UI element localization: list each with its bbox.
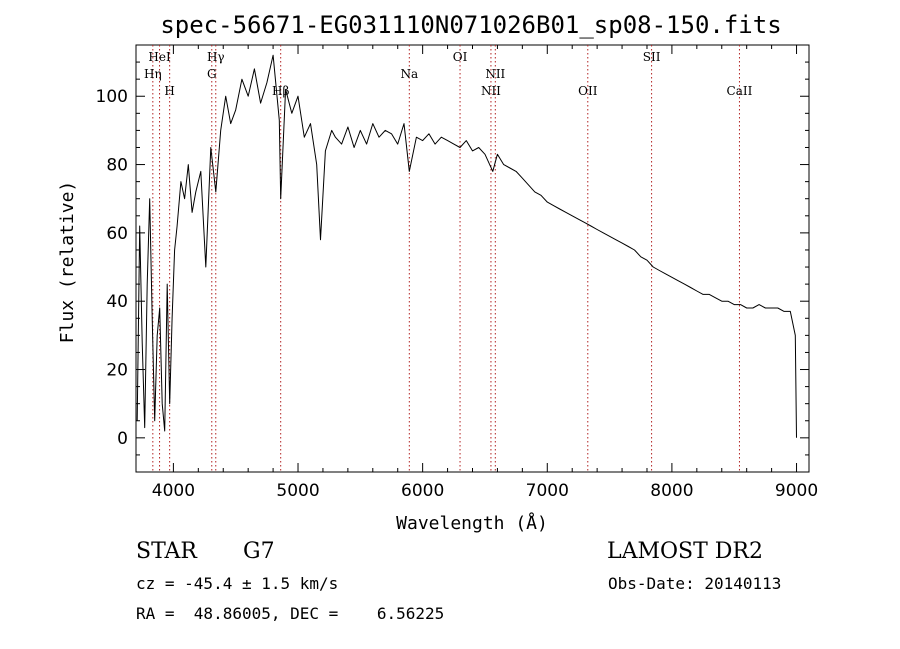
y-tick-label: 60 [106,224,128,244]
survey-name: LAMOST DR2 [607,539,763,564]
object-class: STAR [136,539,197,564]
spectrum-line [136,54,797,438]
y-tick-label: 80 [106,156,128,176]
x-tick-label: 8000 [650,481,693,501]
spectral-line-label: OII [578,84,598,98]
spectrum-series [136,54,797,438]
chart-title: spec-56671-EG031110N071026B01_sp08-150.f… [160,11,781,39]
x-tick-label: 4000 [152,481,195,501]
y-tick-label: 100 [96,87,128,107]
y-tick-label: 0 [117,429,128,449]
y-tick-label: 40 [106,292,128,312]
x-axis-label: Wavelength (Å) [396,512,548,534]
spectral-line-label: Na [400,67,418,81]
plot-frame [135,44,810,473]
spectral-line-label: OI [453,50,468,64]
y-axis-ticks: 0 20 40 60 80 100 [96,61,809,473]
spectral-line-label: Hη [144,67,162,81]
spectral-line-label: H [164,84,174,98]
x-tick-label: 7000 [526,481,569,501]
observation-date: Obs-Date: 20140113 [608,574,782,593]
x-tick-label: 5000 [276,481,319,501]
spectral-line-label: NII [485,67,505,81]
x-tick-label: 9000 [775,481,818,501]
coordinates: RA = 48.86005, DEC = 6.56225 [136,604,445,623]
spectral-line-label: Hγ [207,50,225,64]
spectral-line-label: G [207,67,217,81]
x-tick-label: 6000 [401,481,444,501]
spectral-line-label: NII [481,84,501,98]
spectral-line-label: HeI [148,50,171,64]
spectral-line-label: CaII [727,84,753,98]
y-tick-label: 20 [106,361,128,381]
object-subclass: G7 [243,539,275,564]
x-axis-ticks: 4000 5000 6000 7000 8000 9000 [152,45,818,501]
spectral-line-label: SII [643,50,661,64]
redshift-cz: cz = -45.4 ± 1.5 km/s [136,574,339,593]
y-axis-label: Flux (relative) [57,181,78,344]
